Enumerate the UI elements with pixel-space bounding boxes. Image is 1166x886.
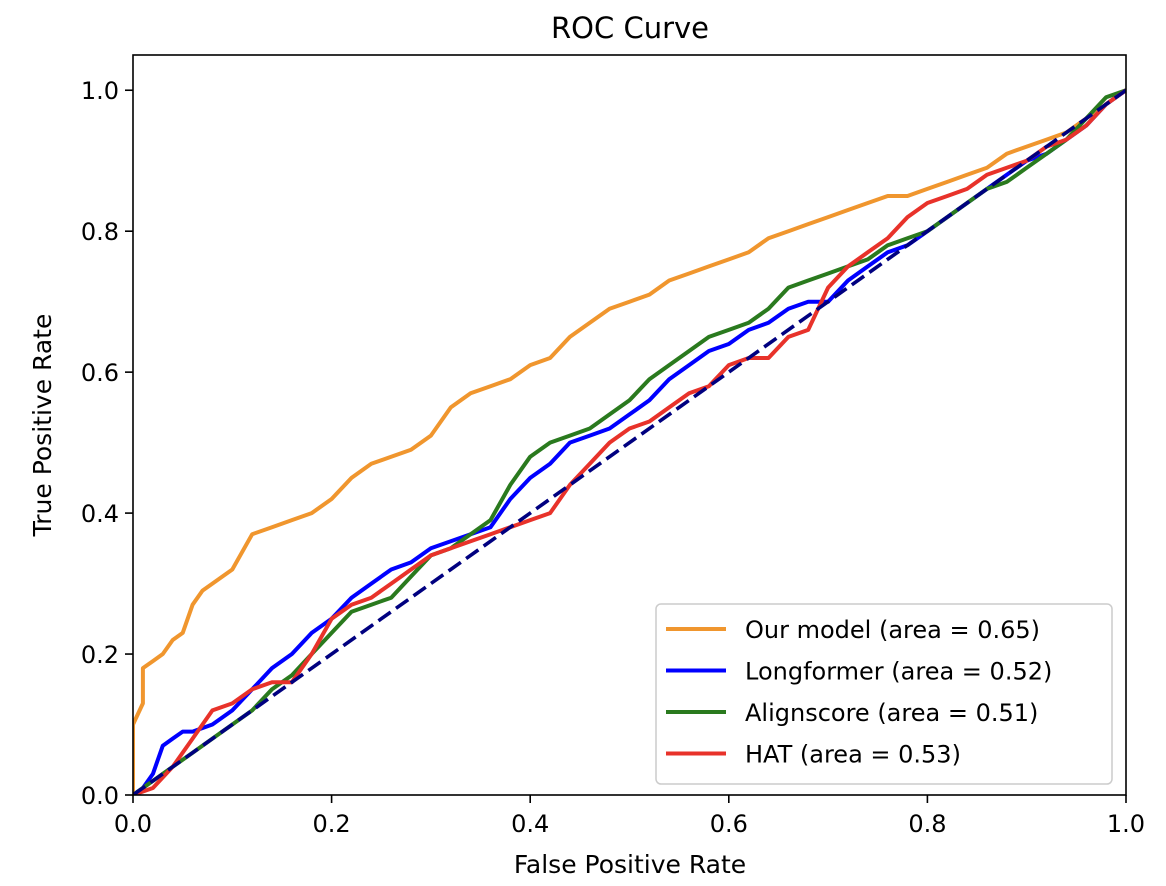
- series-line-0: [133, 88, 1126, 795]
- x-tick-label: 0.6: [710, 810, 748, 838]
- legend-label: Our model (area = 0.65): [745, 616, 1040, 644]
- x-axis-label: False Positive Rate: [514, 850, 746, 879]
- x-tick-label: 0.2: [313, 810, 351, 838]
- series-line-3: [133, 88, 1126, 795]
- y-tick-label: 1.0: [81, 77, 119, 105]
- legend-box: [655, 603, 1113, 785]
- axis-ticks: 0.0 0.2 0.4 0.6 0.8 1.0 0.0 0.2 0.4 0.6 0.8 1.0: [81, 77, 1145, 838]
- y-tick-label: 0.2: [81, 641, 119, 669]
- x-tick-label: 1.0: [1107, 810, 1145, 838]
- x-tick-label: 0.0: [114, 810, 152, 838]
- legend: Our model (area = 0.65) Longformer (area …: [655, 603, 1113, 785]
- chance-diagonal-line: [133, 88, 1126, 795]
- axes-frame: [132, 54, 1127, 796]
- chart-title: ROC Curve: [551, 11, 709, 45]
- plot-area: [133, 88, 1126, 795]
- legend-label: HAT (area = 0.53): [745, 741, 961, 769]
- x-tick-label: 0.4: [511, 810, 549, 838]
- y-tick-label: 0.0: [81, 782, 119, 810]
- y-tick-label: 0.4: [81, 500, 119, 528]
- y-tick-label: 0.6: [81, 359, 119, 387]
- y-tick-label: 0.8: [81, 218, 119, 246]
- legend-label: Alignscore (area = 0.51): [745, 699, 1038, 727]
- legend-label: Longformer (area = 0.52): [745, 658, 1052, 686]
- y-axis-label: True Positive Rate: [28, 314, 57, 538]
- x-tick-label: 0.8: [908, 810, 946, 838]
